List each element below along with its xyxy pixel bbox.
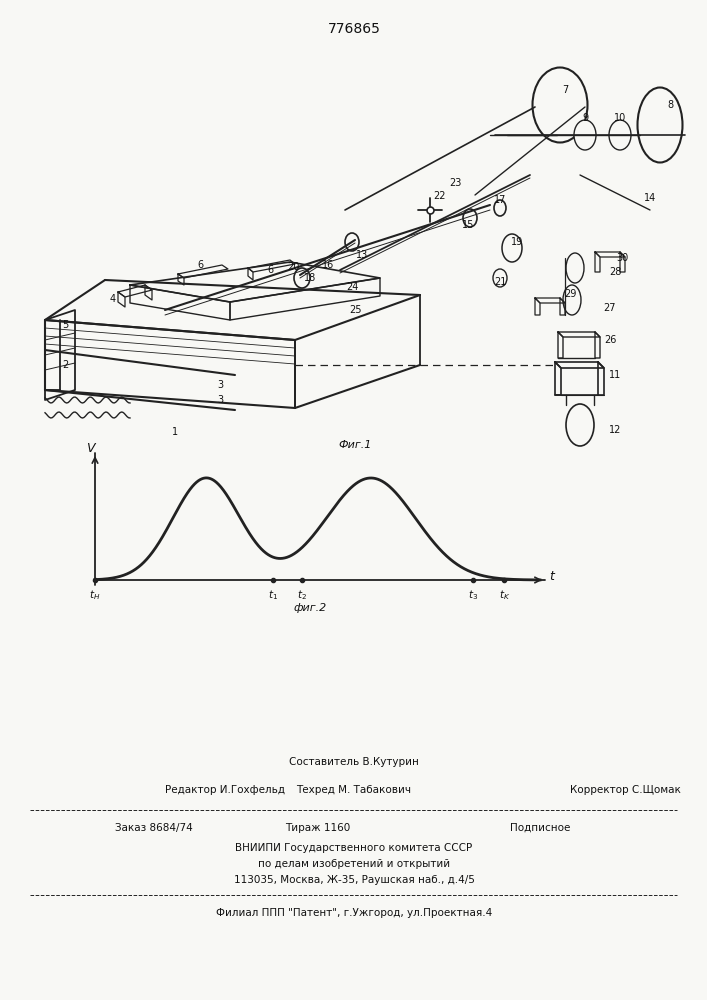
Ellipse shape	[294, 268, 310, 288]
Text: 20: 20	[287, 262, 299, 272]
Text: 10: 10	[614, 113, 626, 123]
Text: Редактор И.Гохфельд: Редактор И.Гохфельд	[165, 785, 285, 795]
Text: 9: 9	[582, 113, 588, 123]
Text: $t_H$: $t_H$	[89, 588, 100, 602]
Text: 14: 14	[644, 193, 656, 203]
Text: Техред М. Табакович: Техред М. Табакович	[296, 785, 411, 795]
Text: Тираж 1160: Тираж 1160	[286, 823, 351, 833]
Text: 29: 29	[563, 289, 576, 299]
Text: 22: 22	[434, 191, 446, 201]
Text: 12: 12	[609, 425, 621, 435]
Ellipse shape	[574, 120, 596, 150]
Text: Заказ 8684/74: Заказ 8684/74	[115, 823, 193, 833]
Ellipse shape	[463, 209, 477, 227]
Text: 3: 3	[217, 380, 223, 390]
Text: 18: 18	[304, 273, 316, 283]
Text: 6: 6	[267, 265, 273, 275]
Text: 30: 30	[616, 253, 628, 263]
Text: Корректор С.Щомак: Корректор С.Щомак	[570, 785, 681, 795]
Ellipse shape	[566, 404, 594, 446]
Ellipse shape	[566, 253, 584, 283]
Text: 7: 7	[562, 85, 568, 95]
Text: Фиг.1: Фиг.1	[339, 440, 372, 450]
Text: 4: 4	[110, 294, 116, 304]
Text: 1: 1	[172, 427, 178, 437]
Text: 776865: 776865	[327, 22, 380, 36]
Text: 2: 2	[62, 360, 68, 370]
Ellipse shape	[563, 285, 581, 315]
Text: 13: 13	[356, 250, 368, 260]
Text: 8: 8	[667, 100, 673, 110]
Text: 21: 21	[493, 277, 506, 287]
Text: 5: 5	[62, 320, 68, 330]
Text: $t_2$: $t_2$	[297, 588, 307, 602]
Text: 11: 11	[609, 370, 621, 380]
Text: 17: 17	[493, 195, 506, 205]
Text: 19: 19	[511, 237, 523, 247]
Text: t: t	[549, 570, 554, 584]
Ellipse shape	[532, 68, 588, 142]
Ellipse shape	[638, 88, 682, 162]
Text: $t_K$: $t_K$	[498, 588, 510, 602]
Ellipse shape	[494, 200, 506, 216]
Ellipse shape	[345, 233, 359, 251]
Text: фиг.2: фиг.2	[293, 603, 327, 613]
Text: Составитель В.Кутурин: Составитель В.Кутурин	[289, 757, 419, 767]
Text: по делам изобретений и открытий: по делам изобретений и открытий	[258, 859, 450, 869]
Text: $t_3$: $t_3$	[468, 588, 479, 602]
Ellipse shape	[493, 269, 507, 287]
Text: V: V	[86, 442, 94, 454]
Text: 15: 15	[462, 220, 474, 230]
Text: 24: 24	[346, 282, 358, 292]
Text: 23: 23	[449, 178, 461, 188]
Text: $t_1$: $t_1$	[268, 588, 278, 602]
Text: 3: 3	[217, 395, 223, 405]
Text: 26: 26	[604, 335, 617, 345]
Text: 28: 28	[609, 267, 621, 277]
Text: 27: 27	[604, 303, 617, 313]
Text: Филиал ППП "Патент", г.Ужгород, ул.Проектная.4: Филиал ППП "Патент", г.Ужгород, ул.Проек…	[216, 908, 492, 918]
Text: 25: 25	[349, 305, 361, 315]
Text: 6: 6	[197, 260, 203, 270]
Text: 16: 16	[322, 260, 334, 270]
Text: ВНИИПИ Государственного комитета СССР: ВНИИПИ Государственного комитета СССР	[235, 843, 472, 853]
Ellipse shape	[502, 234, 522, 262]
Text: 113035, Москва, Ж-35, Раушская наб., д.4/5: 113035, Москва, Ж-35, Раушская наб., д.4…	[233, 875, 474, 885]
Text: Подписное: Подписное	[510, 823, 570, 833]
Ellipse shape	[609, 120, 631, 150]
